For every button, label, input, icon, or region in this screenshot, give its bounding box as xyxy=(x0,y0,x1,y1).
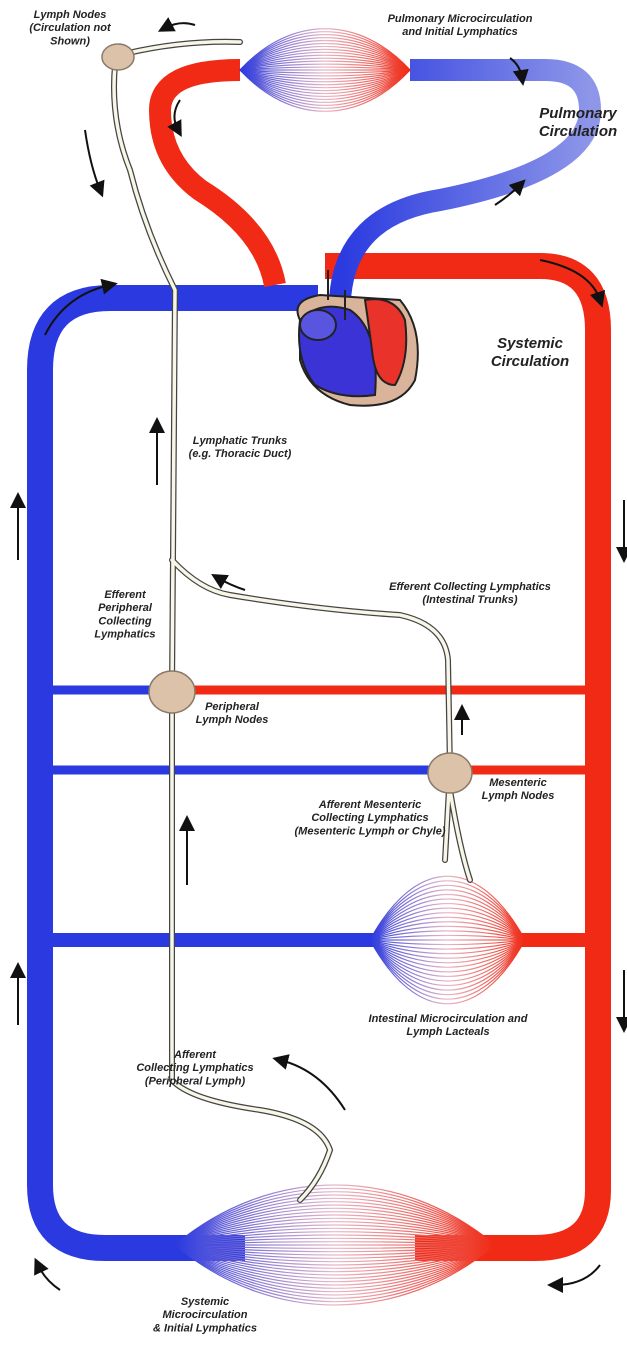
label-line: Peripheral xyxy=(98,602,153,614)
flow-arrows xyxy=(18,23,624,1290)
capillary xyxy=(370,935,525,940)
label-line: Shown) xyxy=(50,35,90,47)
lymph-node xyxy=(428,753,472,793)
lymph-nodes xyxy=(102,44,472,793)
label: Intestinal Microcirculation andLymph Lac… xyxy=(369,1013,528,1038)
label-line: & Initial Lymphatics xyxy=(153,1322,257,1334)
label-line: Systemic xyxy=(497,335,564,352)
label-line: Microcirculation xyxy=(163,1309,248,1321)
label-line: Afferent xyxy=(173,1049,217,1061)
label: SystemicMicrocirculation& Initial Lympha… xyxy=(153,1296,257,1334)
label-line: (Intestinal Trunks) xyxy=(422,594,517,606)
label-line: Circulation xyxy=(491,353,569,370)
label: Afferent MesentericCollecting Lymphatics… xyxy=(295,799,446,837)
label: SystemicCirculation xyxy=(491,335,569,370)
label: Lymph Nodes(Circulation notShown) xyxy=(29,9,112,47)
label-line: Systemic xyxy=(181,1296,229,1308)
label: Efferent Collecting Lymphatics(Intestina… xyxy=(389,581,551,606)
label-line: (Circulation not xyxy=(29,22,112,34)
label: Lymphatic Trunks(e.g. Thoracic Duct) xyxy=(189,435,292,460)
label-line: (Peripheral Lymph) xyxy=(145,1075,246,1087)
label: EfferentPeripheralCollecting Lymphatics xyxy=(94,589,155,641)
label-line: Lymph Lacteals xyxy=(406,1026,489,1038)
label-line: Efferent Collecting Lymphatics xyxy=(389,581,551,593)
label-line: Pulmonary Microcirculation xyxy=(388,13,533,25)
label-line: Collecting xyxy=(98,615,151,627)
label-line: Collecting Lymphatics xyxy=(136,1062,253,1074)
label-line: Lymphatic Trunks xyxy=(193,435,288,447)
label-line: Afferent Mesenteric xyxy=(318,799,422,811)
label-line: Mesenteric xyxy=(489,777,546,789)
label-line: and Initial Lymphatics xyxy=(402,26,518,38)
label-line: (e.g. Thoracic Duct) xyxy=(189,448,292,460)
label-line: Lymphatics xyxy=(94,629,155,641)
label-line: Efferent xyxy=(104,589,147,601)
label-line: Lymph Nodes xyxy=(196,714,269,726)
label-line: Intestinal Microcirculation and xyxy=(369,1013,528,1025)
label: PulmonaryCirculation xyxy=(539,105,618,140)
pulmonary-artery xyxy=(160,70,275,285)
capillary xyxy=(370,940,525,945)
label-line: Collecting Lymphatics xyxy=(311,812,428,824)
label-line: Peripheral xyxy=(205,701,260,713)
label-line: Circulation xyxy=(539,123,617,140)
lymph-node xyxy=(102,44,134,70)
circulation-diagram: Lymph Nodes(Circulation notShown)Pulmona… xyxy=(0,0,627,1347)
label-line: Lymph Nodes xyxy=(482,790,555,802)
vessels xyxy=(40,70,598,1248)
label-line: (Mesenteric Lymph or Chyle) xyxy=(295,825,446,837)
label-line: Pulmonary xyxy=(539,105,617,122)
label-line: Lymph Nodes xyxy=(34,9,107,21)
lymph-node xyxy=(149,671,195,713)
label: MesentericLymph Nodes xyxy=(482,777,555,802)
